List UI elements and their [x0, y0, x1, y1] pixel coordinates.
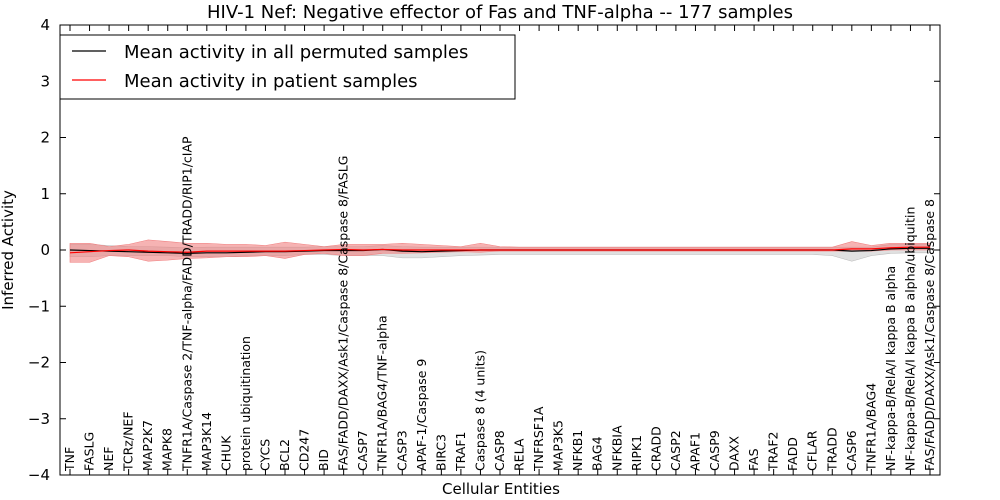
legend-box — [59, 34, 516, 100]
x-tick-label: FAS — [746, 448, 761, 471]
x-tick-label: MAP3K14 — [199, 412, 214, 471]
y-axis-ticks: −4 −3 −2 −1 0 1 2 3 4 — [28, 16, 940, 484]
x-tick-label: TCRz/NEF — [121, 411, 136, 472]
chart-title: HIV-1 Nef: Negative effector of Fas and … — [207, 2, 793, 23]
x-tick-label: TNFR1A/Caspase 2/TNF-alpha/FADD/TRADD/RI… — [179, 136, 194, 472]
y-tick-label: 1 — [40, 185, 50, 203]
x-tick-label: CASP2 — [668, 430, 683, 471]
confidence-bands — [69, 239, 931, 263]
x-axis-ticks: TNF FASLG NEF TCRz/NEF MAP2K7 MAPK8 TNFR1A/Cas… — [62, 25, 937, 475]
series-line-1 — [69, 246, 930, 254]
x-tick-label: CRADD — [648, 426, 663, 471]
x-tick-label: TRAF1 — [453, 431, 468, 472]
x-tick-label: RELA — [512, 438, 527, 471]
x-tick-label: BID — [316, 449, 331, 471]
x-tick-label: RIPK1 — [629, 435, 644, 471]
x-tick-label: CD247 — [297, 429, 312, 471]
y-tick-label: 4 — [40, 16, 50, 34]
y-tick-label: −2 — [28, 354, 50, 372]
x-tick-label: FAS/FADD/DAXX/Ask1/Caspase 8/Caspase 8 — [922, 199, 937, 471]
x-tick-label: FASLG — [82, 432, 97, 471]
x-tick-label: BCL2 — [277, 439, 292, 471]
x-tick-label: TRADD — [824, 427, 839, 472]
x-tick-label: CYCS — [257, 439, 272, 471]
x-tick-label: CASP6 — [844, 430, 859, 471]
x-tick-label: Caspase 8 (4 units) — [472, 350, 487, 471]
legend-label-permuted: Mean activity in all permuted samples — [124, 42, 468, 63]
legend-label-patient: Mean activity in patient samples — [124, 71, 418, 92]
x-tick-label: TNFR1A/BAG4 — [863, 383, 878, 472]
x-tick-label: APAF-1/Caspase 9 — [414, 359, 429, 471]
x-tick-label: FADD — [785, 437, 800, 471]
x-tick-label: APAF1 — [687, 432, 702, 471]
x-tick-label: TNFR1A/BAG4/TNF-alpha — [375, 315, 390, 472]
x-tick-label: DAXX — [727, 435, 742, 471]
x-tick-label: BIRC3 — [433, 434, 448, 471]
legend: Mean activity in all permuted samples Me… — [59, 34, 516, 100]
x-tick-label: MAP3K5 — [551, 420, 566, 471]
x-tick-label: CASP9 — [707, 430, 722, 471]
x-axis-label: Cellular Entities — [442, 480, 560, 498]
y-tick-label: −1 — [28, 297, 50, 315]
x-tick-label: CHUK — [218, 435, 233, 471]
x-tick-label: TNF — [62, 447, 77, 472]
x-tick-label: NF-kappa-B/RelA/I kappa B alpha/ubiquiti… — [902, 207, 917, 471]
x-tick-label: NFKB1 — [570, 430, 585, 471]
x-tick-label: CFLAR — [805, 430, 820, 471]
x-tick-label: CASP7 — [355, 430, 370, 471]
x-tick-label: TRAF2 — [766, 431, 781, 472]
x-tick-label: NEF — [101, 447, 116, 471]
x-tick-label: CASP3 — [394, 430, 409, 471]
y-tick-label: −4 — [28, 466, 50, 484]
series-band-1 — [69, 239, 931, 263]
x-tick-label: protein ubiquitination — [238, 336, 253, 471]
y-tick-label: −3 — [28, 410, 50, 428]
x-tick-label: BAG4 — [590, 436, 605, 471]
x-tick-label: FAS/FADD/DAXX/Ask1/Caspase 8/Caspase 8/F… — [336, 156, 351, 471]
x-tick-label: MAPK8 — [160, 428, 175, 471]
x-tick-label: NF-kappa-B/RelA/I kappa B alpha — [883, 266, 898, 471]
x-tick-label: CASP8 — [492, 430, 507, 471]
y-tick-label: 2 — [40, 129, 50, 147]
x-tick-label: NFKBIA — [609, 425, 624, 471]
x-tick-label: MAP2K7 — [140, 420, 155, 471]
series-lines — [69, 246, 930, 254]
y-tick-label: 3 — [40, 72, 50, 90]
y-axis-label: Inferred Activity — [0, 190, 17, 310]
y-tick-label: 0 — [40, 241, 50, 259]
x-tick-label: TNFRSF1A — [531, 406, 546, 472]
